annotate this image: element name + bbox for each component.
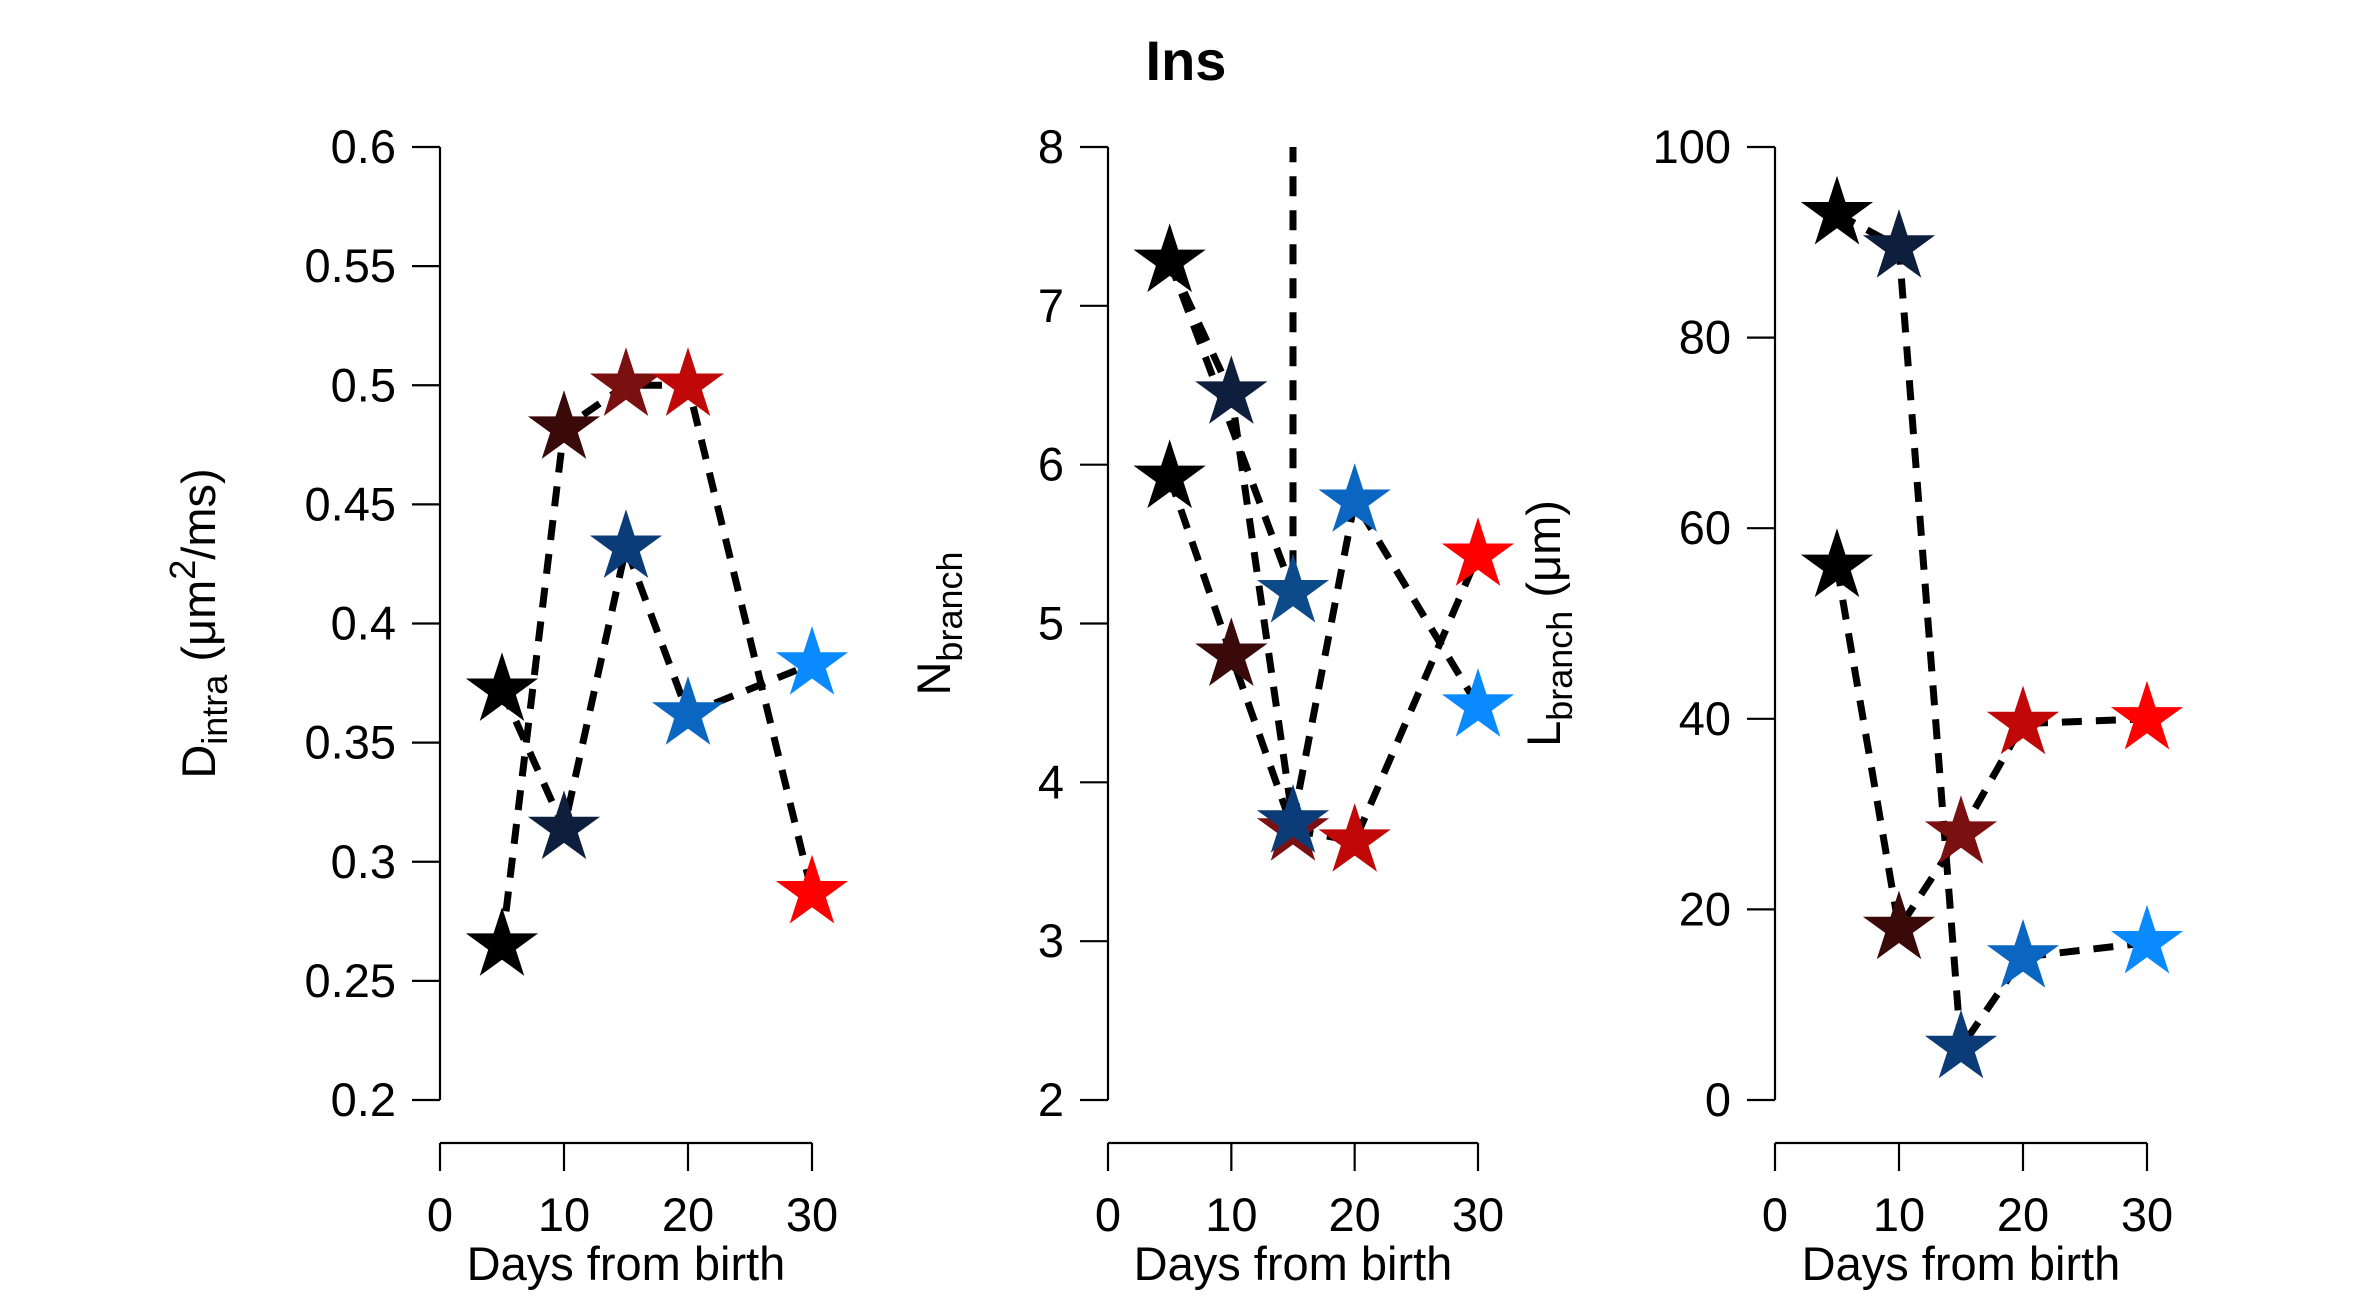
x-tick-label: 0 — [1095, 1188, 1121, 1241]
y-tick-label: 0.45 — [305, 477, 396, 530]
data-point-star — [1256, 553, 1330, 623]
y-tick-label: 3 — [1038, 914, 1064, 967]
y-tick-label: 7 — [1038, 279, 1064, 332]
series-line — [498, 534, 814, 840]
data-point-star — [2110, 904, 2184, 974]
y-axis-label: Lbranch (μm) — [1517, 500, 1580, 747]
data-point-star — [1133, 439, 1206, 509]
data-point-star — [2110, 680, 2184, 750]
x-tick-label: 10 — [538, 1188, 590, 1241]
data-point-star — [1195, 617, 1268, 686]
y-tick-label: 0 — [1705, 1073, 1731, 1126]
data-point-star — [589, 509, 663, 578]
data-point-star — [1862, 890, 1936, 960]
data-point-star — [527, 790, 601, 860]
y-tick-label: 60 — [1679, 501, 1731, 554]
figure-title: Ins — [1146, 29, 1227, 92]
y-tick-label: 0.4 — [331, 597, 396, 650]
y-tick-label: 0.25 — [305, 954, 396, 1007]
y-tick-label: 8 — [1038, 120, 1064, 173]
data-point-star — [527, 390, 601, 459]
y-tick-label: 0.35 — [305, 716, 396, 769]
data-point-star — [1986, 685, 2060, 755]
x-tick-label: 0 — [1762, 1188, 1788, 1241]
y-tick-label: 2 — [1038, 1073, 1064, 1126]
y-tick-label: 40 — [1679, 692, 1731, 745]
x-tick-label: 30 — [1452, 1188, 1504, 1241]
x-tick-label: 10 — [1205, 1188, 1257, 1241]
y-tick-label: 0.5 — [331, 358, 396, 411]
y-tick-label: 4 — [1038, 755, 1064, 808]
y-tick-label: 0.3 — [331, 835, 396, 888]
x-axis-label: Days from birth — [1802, 1237, 2121, 1290]
data-point-star — [1924, 1009, 1998, 1079]
x-tick-label: 20 — [1997, 1188, 2049, 1241]
data-point-star — [589, 347, 663, 416]
y-tick-label: 6 — [1038, 438, 1064, 491]
y-axis-label: Nbranch — [907, 551, 970, 695]
data-point-star — [1195, 355, 1268, 424]
data-point-star — [1133, 223, 1206, 293]
data-point-star — [651, 347, 725, 416]
data-point-star — [1318, 803, 1391, 872]
data-point-star — [775, 626, 849, 695]
series-line — [1166, 476, 1482, 846]
y-tick-label: 0.55 — [305, 239, 396, 292]
data-point-star — [465, 907, 539, 976]
x-tick-label: 20 — [662, 1188, 714, 1241]
x-tick-label: 30 — [2121, 1188, 2173, 1241]
data-point-star — [1256, 784, 1330, 853]
y-tick-label: 0.6 — [331, 120, 396, 173]
data-point-star — [1318, 463, 1391, 532]
series-line — [498, 381, 816, 946]
x-tick-label: 10 — [1873, 1188, 1925, 1241]
data-point-star — [1986, 919, 2060, 988]
panel-1: 0.2 0.25 0.3 0.35 0.4 0.45 0.5 0.55 0.6 0 10 20 30Da… — [162, 120, 849, 1290]
x-tick-label: 0 — [427, 1188, 453, 1241]
data-point-star — [1862, 209, 1936, 278]
series-line — [1833, 565, 2148, 938]
y-tick-label: 5 — [1038, 597, 1064, 650]
x-tick-label: 30 — [786, 1188, 838, 1241]
y-axis-label: Dintra (μm2/ms) — [162, 468, 235, 778]
data-point-star — [1800, 175, 1874, 245]
x-axis-label: Days from birth — [467, 1237, 786, 1290]
y-tick-label: 80 — [1679, 311, 1731, 364]
data-point-star — [1441, 668, 1515, 737]
y-tick-label: 20 — [1679, 882, 1731, 935]
data-point-star — [1441, 517, 1515, 586]
data-point-star — [775, 854, 849, 924]
x-axis-label: Days from birth — [1134, 1237, 1453, 1290]
data-point-star — [1800, 528, 1874, 598]
y-tick-label: 100 — [1653, 120, 1731, 173]
x-tick-label: 20 — [1329, 1188, 1381, 1241]
y-tick-label: 0.2 — [331, 1073, 396, 1126]
data-point-star — [1924, 795, 1998, 864]
series-line — [1166, 259, 1481, 823]
data-point-star — [465, 652, 539, 721]
panels: 0.20.250.30.350.40.450.50.550.60 10 20 30Da… — [162, 120, 2184, 1290]
data-point-star — [651, 676, 725, 745]
